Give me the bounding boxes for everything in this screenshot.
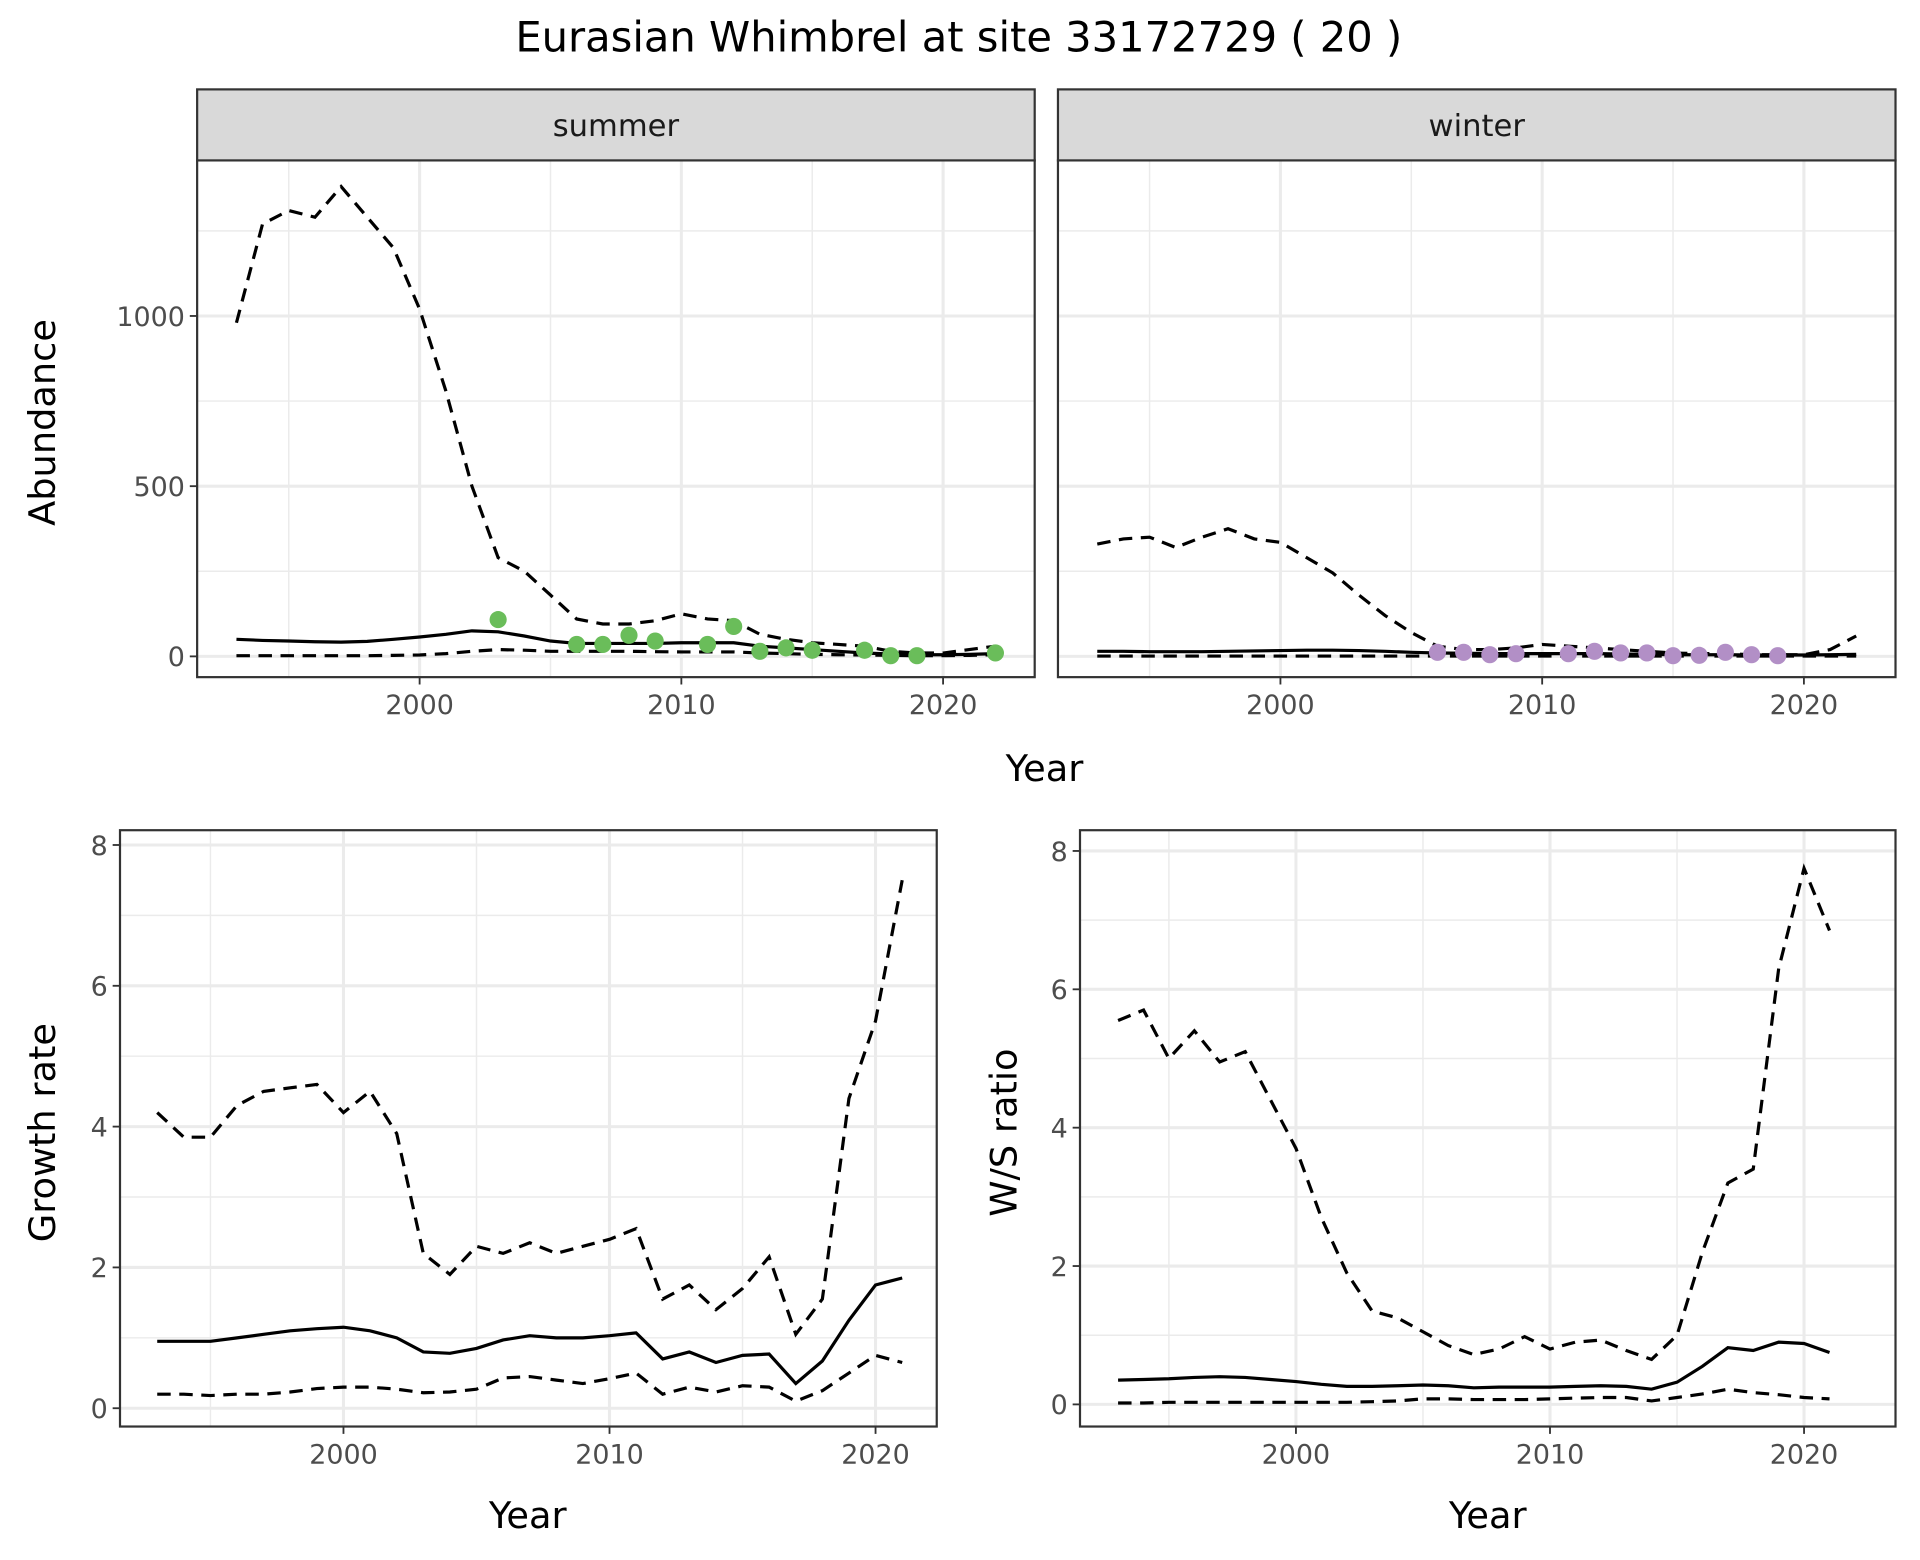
x-tick-label: 2020 xyxy=(909,690,978,721)
observation-point xyxy=(751,642,769,660)
observation-point xyxy=(1428,643,1447,661)
panel-border xyxy=(1078,829,1897,1428)
facet-strip-label: summer xyxy=(553,109,680,144)
observation-point xyxy=(777,639,795,657)
x-tick-label: 2010 xyxy=(647,690,716,721)
observation-point xyxy=(1742,646,1761,664)
observation-point xyxy=(1559,645,1577,663)
observation-point xyxy=(986,644,1005,662)
x-axis-label-ratio: Year xyxy=(1448,1494,1528,1537)
observation-point xyxy=(698,635,717,654)
observation-point xyxy=(1690,646,1708,664)
y-axis-label-abundance: Abundance xyxy=(21,319,64,526)
observation-point xyxy=(1612,644,1630,662)
y-tick-label: 2 xyxy=(1051,1252,1068,1283)
facet-strip xyxy=(196,88,1036,162)
y-axis-label-growth: Growth rate xyxy=(21,1023,64,1242)
panel-border xyxy=(196,159,1036,679)
y-tick-label: 4 xyxy=(1051,1113,1068,1144)
observation-point xyxy=(489,611,507,629)
x-axis-label-top: Year xyxy=(1005,747,1085,790)
x-tick-label: 2010 xyxy=(575,1439,644,1470)
observation-point xyxy=(1481,646,1499,664)
observation-point xyxy=(1664,647,1682,665)
panel-winter: 2000 2010 2020 winter xyxy=(1056,88,1897,721)
y-tick-label: 8 xyxy=(91,831,108,862)
observation-point xyxy=(620,626,638,644)
series-line-upper xyxy=(1117,863,1831,1362)
y-tick-label: 0 xyxy=(1051,1390,1068,1421)
y-tick-label: 6 xyxy=(1051,975,1068,1006)
x-axis-label-growth: Year xyxy=(488,1494,568,1537)
y-tick-label: 500 xyxy=(134,472,185,503)
y-tick-label: 0 xyxy=(168,642,185,673)
series-line-upper xyxy=(234,184,996,655)
series-line-estimate xyxy=(157,1276,903,1386)
observation-point xyxy=(646,632,664,650)
observation-point xyxy=(1507,645,1525,663)
panel-border xyxy=(118,829,938,1428)
y-tick-label: 8 xyxy=(1051,837,1068,868)
x-tick-label: 2000 xyxy=(1262,1439,1331,1470)
x-tick-label: 2020 xyxy=(841,1439,910,1470)
observation-point xyxy=(1585,642,1604,660)
panel-growth: 2000 2010 2020 0 2 4 6 8 xyxy=(91,829,938,1470)
series-line-lower xyxy=(157,1353,903,1403)
observation-point xyxy=(803,641,821,659)
series-line-upper xyxy=(1096,527,1857,657)
y-tick-label: 6 xyxy=(91,972,108,1003)
observation-point xyxy=(1769,647,1787,665)
y-tick-label: 0 xyxy=(91,1394,108,1425)
series-line-upper xyxy=(156,879,904,1338)
x-tick-label: 2000 xyxy=(1246,690,1315,721)
x-tick-label: 2000 xyxy=(385,690,454,721)
observation-point xyxy=(568,635,586,654)
x-tick-label: 2010 xyxy=(1516,1439,1585,1470)
x-tick-label: 2020 xyxy=(1770,690,1839,721)
observation-point xyxy=(855,641,874,659)
facet-strip xyxy=(1056,88,1897,162)
observation-point xyxy=(1455,643,1473,661)
observation-point xyxy=(725,617,743,635)
panel-border xyxy=(1056,159,1897,679)
x-tick-label: 2010 xyxy=(1508,690,1577,721)
panel-ratio: 2000 2010 2020 0 2 4 6 8 xyxy=(1051,829,1897,1470)
x-tick-label: 2020 xyxy=(1770,1439,1839,1470)
y-tick-label: 1000 xyxy=(116,302,185,333)
facet-strip-label: winter xyxy=(1429,109,1526,144)
y-axis-label-ratio: W/S ratio xyxy=(982,1048,1025,1216)
series-line-lower xyxy=(1118,1387,1830,1405)
observation-point xyxy=(594,635,612,654)
panel-summer: 2000 2010 2020 0 500 1000 summer xyxy=(116,88,1036,721)
x-tick-label: 2000 xyxy=(309,1439,378,1470)
y-tick-label: 2 xyxy=(91,1253,108,1284)
series-line-lower xyxy=(236,647,996,658)
figure-title: Eurasian Whimbrel at site 33172729 ( 20 … xyxy=(515,12,1402,61)
y-tick-label: 4 xyxy=(91,1112,108,1143)
observation-point xyxy=(1638,644,1656,662)
observation-point xyxy=(1716,643,1734,661)
series-line-estimate xyxy=(1118,1340,1831,1391)
observation-point xyxy=(908,647,926,665)
observation-point xyxy=(882,647,900,665)
